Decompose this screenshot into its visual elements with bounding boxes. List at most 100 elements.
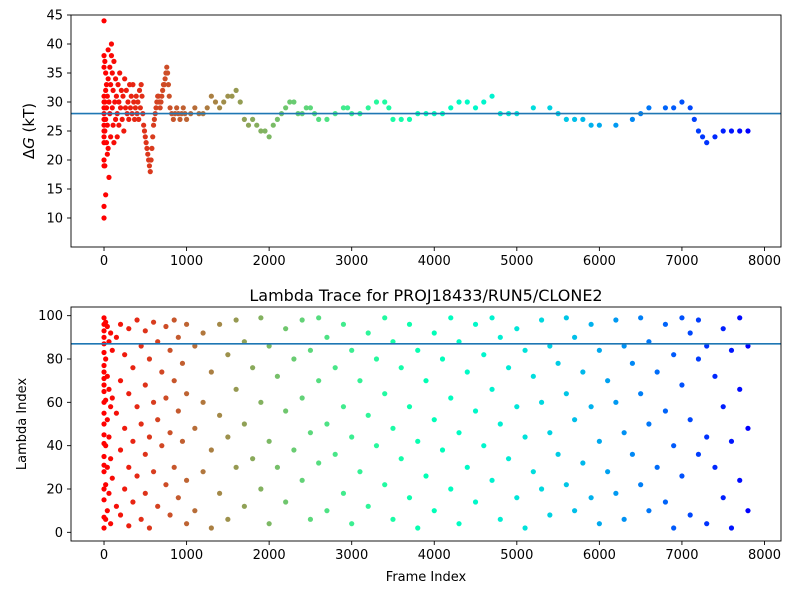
data-point bbox=[324, 116, 330, 122]
y-tick-label: 80 bbox=[46, 353, 63, 368]
data-point bbox=[116, 122, 122, 128]
data-point bbox=[241, 421, 247, 427]
data-point bbox=[102, 128, 108, 134]
data-point bbox=[605, 378, 611, 384]
data-point bbox=[695, 356, 702, 362]
data-point bbox=[613, 490, 619, 496]
data-point bbox=[134, 317, 140, 323]
data-point bbox=[398, 116, 404, 122]
data-point bbox=[349, 434, 355, 440]
data-point bbox=[299, 395, 305, 401]
data-point bbox=[245, 122, 252, 128]
x-tick-label: 7000 bbox=[665, 254, 698, 269]
data-point bbox=[217, 105, 223, 111]
data-point bbox=[638, 391, 644, 397]
data-point bbox=[737, 477, 743, 483]
y-axis-label-prefix: Δ bbox=[20, 148, 38, 159]
data-point bbox=[728, 438, 735, 444]
data-point bbox=[316, 460, 322, 466]
data-point bbox=[208, 93, 214, 99]
data-point bbox=[102, 99, 108, 105]
data-point bbox=[171, 378, 177, 384]
data-point bbox=[340, 404, 347, 410]
data-point bbox=[489, 477, 495, 483]
data-point bbox=[563, 116, 569, 122]
data-point bbox=[164, 70, 171, 76]
data-point bbox=[712, 134, 718, 140]
x-tick-label: 2000 bbox=[253, 548, 286, 563]
data-point bbox=[538, 486, 545, 492]
data-point bbox=[646, 421, 652, 427]
data-point bbox=[283, 499, 289, 505]
data-point bbox=[137, 105, 143, 111]
data-point bbox=[605, 469, 611, 475]
data-point bbox=[365, 503, 371, 509]
data-point bbox=[250, 365, 256, 371]
data-point bbox=[113, 334, 120, 340]
data-point bbox=[225, 434, 231, 440]
data-point bbox=[102, 58, 108, 64]
data-point bbox=[104, 464, 110, 470]
data-point bbox=[254, 122, 260, 128]
data-point bbox=[629, 360, 636, 366]
data-point bbox=[572, 334, 578, 340]
data-point bbox=[138, 82, 144, 88]
data-point bbox=[102, 163, 108, 169]
data-point bbox=[167, 512, 173, 518]
data-point bbox=[522, 525, 528, 531]
data-point bbox=[497, 334, 503, 340]
data-point bbox=[192, 105, 198, 111]
data-point bbox=[133, 93, 139, 99]
data-point bbox=[126, 391, 132, 397]
y-axis-label: Lambda Index bbox=[15, 378, 30, 471]
data-point bbox=[150, 399, 157, 405]
data-point bbox=[105, 145, 111, 151]
data-point bbox=[522, 347, 528, 353]
data-point bbox=[489, 93, 495, 99]
data-point bbox=[671, 443, 677, 449]
data-point bbox=[150, 122, 157, 128]
data-point bbox=[183, 477, 190, 483]
data-point bbox=[530, 373, 536, 379]
data-point bbox=[349, 347, 355, 353]
data-point bbox=[116, 99, 122, 105]
lambda-trace-chart: 0 1000 2000 3000 4000 5000 6000 7000 8000 0 20 40 60… bbox=[15, 286, 782, 585]
data-point bbox=[103, 443, 109, 449]
data-point bbox=[167, 105, 173, 111]
data-point bbox=[101, 315, 107, 321]
data-point bbox=[101, 421, 107, 427]
data-point bbox=[225, 516, 231, 522]
y-tick-label: 40 bbox=[46, 439, 63, 454]
data-point bbox=[108, 82, 114, 88]
data-point bbox=[621, 430, 627, 436]
data-point bbox=[340, 321, 347, 327]
data-point bbox=[406, 404, 413, 410]
data-point bbox=[162, 76, 168, 82]
data-point bbox=[200, 399, 206, 405]
data-point bbox=[299, 317, 305, 323]
data-point bbox=[141, 128, 148, 134]
data-point bbox=[728, 525, 735, 531]
data-point bbox=[745, 128, 751, 134]
data-point bbox=[654, 464, 660, 470]
data-point bbox=[106, 386, 112, 392]
data-point bbox=[547, 343, 553, 349]
data-point bbox=[126, 116, 132, 122]
data-point bbox=[217, 412, 223, 418]
data-point bbox=[274, 373, 280, 379]
data-point bbox=[233, 386, 239, 392]
data-point bbox=[125, 99, 131, 105]
data-point bbox=[171, 464, 177, 470]
data-point bbox=[161, 82, 167, 88]
data-point bbox=[563, 482, 569, 488]
delta-g-chart: 0 1000 2000 3000 4000 5000 6000 7000 8000 10 15 20 2… bbox=[20, 9, 782, 269]
data-point bbox=[122, 486, 128, 492]
data-point bbox=[406, 495, 413, 501]
data-point bbox=[153, 105, 159, 111]
data-point bbox=[117, 105, 124, 111]
data-point bbox=[117, 321, 124, 327]
data-point bbox=[163, 482, 169, 488]
x-tick-label: 1000 bbox=[170, 548, 203, 563]
data-point bbox=[150, 134, 156, 140]
data-point bbox=[398, 365, 404, 371]
